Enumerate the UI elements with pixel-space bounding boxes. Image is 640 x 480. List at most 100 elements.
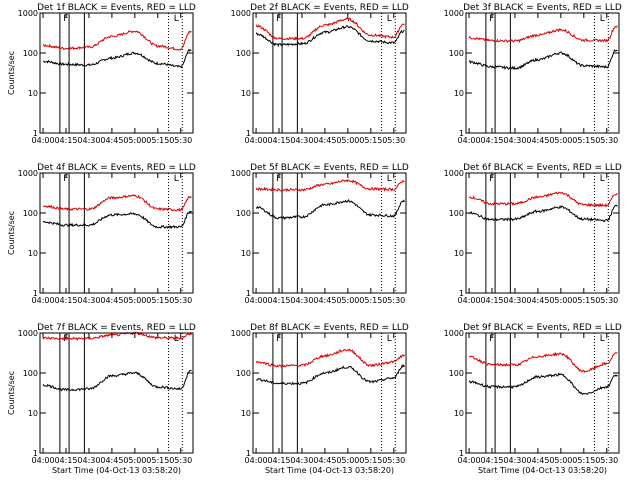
marker-label: F <box>63 174 68 184</box>
lld-series-line <box>255 348 405 368</box>
marker-label: F <box>489 174 494 184</box>
x-tick-label: 04:00 <box>245 296 268 305</box>
events-series-line <box>43 48 192 69</box>
y-tick-label: 10 <box>28 409 38 418</box>
x-tick-label: 05:30 <box>169 296 192 305</box>
x-tick-label: 05:30 <box>382 296 405 305</box>
panel-title: Det 2f BLACK = Events, RED = LLD <box>250 3 409 13</box>
x-tick-label: 04:00 <box>32 456 55 465</box>
y-tick-label: 100 <box>23 369 38 378</box>
x-tick-label: 05:30 <box>595 456 618 465</box>
panel-title: Det 8f BLACK = Events, RED = LLD <box>250 323 409 333</box>
x-tick-label: 05:15 <box>359 136 382 145</box>
plot-frame <box>252 12 407 134</box>
x-tick-label: 05:00 <box>336 296 359 305</box>
x-tick-label: 04:45 <box>100 296 123 305</box>
x-tick-label: 04:15 <box>54 296 77 305</box>
marker-label: L <box>174 14 179 24</box>
y-tick-label: 1 <box>33 449 38 458</box>
x-tick-label: 05:30 <box>595 296 618 305</box>
x-tick-label: 04:30 <box>77 136 100 145</box>
x-tick-label: 04:00 <box>245 456 268 465</box>
y-tick-label: 1000 <box>444 169 464 178</box>
x-tick-label: 05:00 <box>549 136 572 145</box>
lld-series-line <box>42 194 192 212</box>
marker-label: L <box>387 174 392 184</box>
y-tick-label: 1000 <box>18 9 38 18</box>
x-tick-label: 05:30 <box>595 136 618 145</box>
plot-frame <box>465 12 620 134</box>
marker-label: L <box>174 174 179 184</box>
x-tick-label: 04:45 <box>313 296 336 305</box>
marker-label: F <box>276 14 281 24</box>
x-tick-label: 04:15 <box>480 456 503 465</box>
y-tick-label: 1 <box>246 449 251 458</box>
x-tick-label: 05:00 <box>336 136 359 145</box>
plot-frame <box>39 172 194 294</box>
y-tick-label: 1000 <box>18 329 38 338</box>
y-tick-label: 1 <box>459 449 464 458</box>
x-tick-label: 04:00 <box>458 136 481 145</box>
y-axis-label: Counts/sec <box>7 371 16 415</box>
events-series-line <box>42 370 192 392</box>
events-series-line <box>468 204 618 223</box>
x-tick-label: 04:45 <box>313 456 336 465</box>
events-series-line <box>255 25 405 48</box>
x-tick-label: 04:45 <box>313 136 336 145</box>
y-tick-label: 100 <box>236 209 251 218</box>
x-tick-label: 05:15 <box>359 296 382 305</box>
lld-series-line <box>42 30 192 51</box>
events-series-line <box>255 363 405 386</box>
panel-title: Det 4f BLACK = Events, RED = LLD <box>37 163 196 173</box>
marker-label: F <box>276 334 281 344</box>
plot-frame <box>252 332 407 454</box>
x-tick-label: 05:30 <box>169 136 192 145</box>
y-tick-label: 1 <box>246 289 251 298</box>
events-series-line <box>468 49 618 70</box>
x-tick-label: 04:30 <box>503 296 526 305</box>
y-tick-label: 1000 <box>231 169 251 178</box>
marker-label: F <box>276 174 281 184</box>
y-tick-label: 100 <box>449 49 464 58</box>
y-tick-label: 10 <box>241 249 251 258</box>
y-tick-label: 1000 <box>231 9 251 18</box>
lld-series-line <box>255 179 405 193</box>
x-tick-label: 05:00 <box>123 136 146 145</box>
y-tick-label: 1000 <box>444 9 464 18</box>
x-tick-label: 04:15 <box>54 136 77 145</box>
lld-series-line <box>468 191 618 208</box>
x-tick-label: 04:15 <box>267 296 290 305</box>
y-tick-label: 10 <box>28 89 38 98</box>
panel-title: Det 1f BLACK = Events, RED = LLD <box>37 3 196 13</box>
y-tick-label: 10 <box>241 409 251 418</box>
plot-frame <box>465 332 620 454</box>
x-tick-label: 04:00 <box>245 136 268 145</box>
plot-frame <box>39 332 194 454</box>
x-tick-label: 05:30 <box>382 456 405 465</box>
x-tick-label: 04:15 <box>267 456 290 465</box>
y-tick-label: 100 <box>23 209 38 218</box>
marker-label: L <box>174 334 179 344</box>
y-axis-label: Counts/sec <box>7 51 16 95</box>
x-tick-label: 04:15 <box>480 136 503 145</box>
x-tick-label: 04:00 <box>32 296 55 305</box>
x-tick-label: 05:00 <box>123 296 146 305</box>
x-tick-label: 04:30 <box>290 456 313 465</box>
x-tick-label: 05:15 <box>359 456 382 465</box>
y-tick-label: 1 <box>33 289 38 298</box>
x-tick-label: 04:45 <box>100 136 123 145</box>
x-tick-label: 05:00 <box>336 456 359 465</box>
x-tick-label: 05:15 <box>572 456 595 465</box>
x-tick-label: 05:15 <box>572 296 595 305</box>
marker-label: F <box>63 14 68 24</box>
x-tick-label: 04:15 <box>267 136 290 145</box>
x-axis-label: Start Time (04-Oct-13 03:58:20) <box>265 466 394 475</box>
plot-frame <box>465 172 620 294</box>
x-tick-label: 04:30 <box>77 456 100 465</box>
